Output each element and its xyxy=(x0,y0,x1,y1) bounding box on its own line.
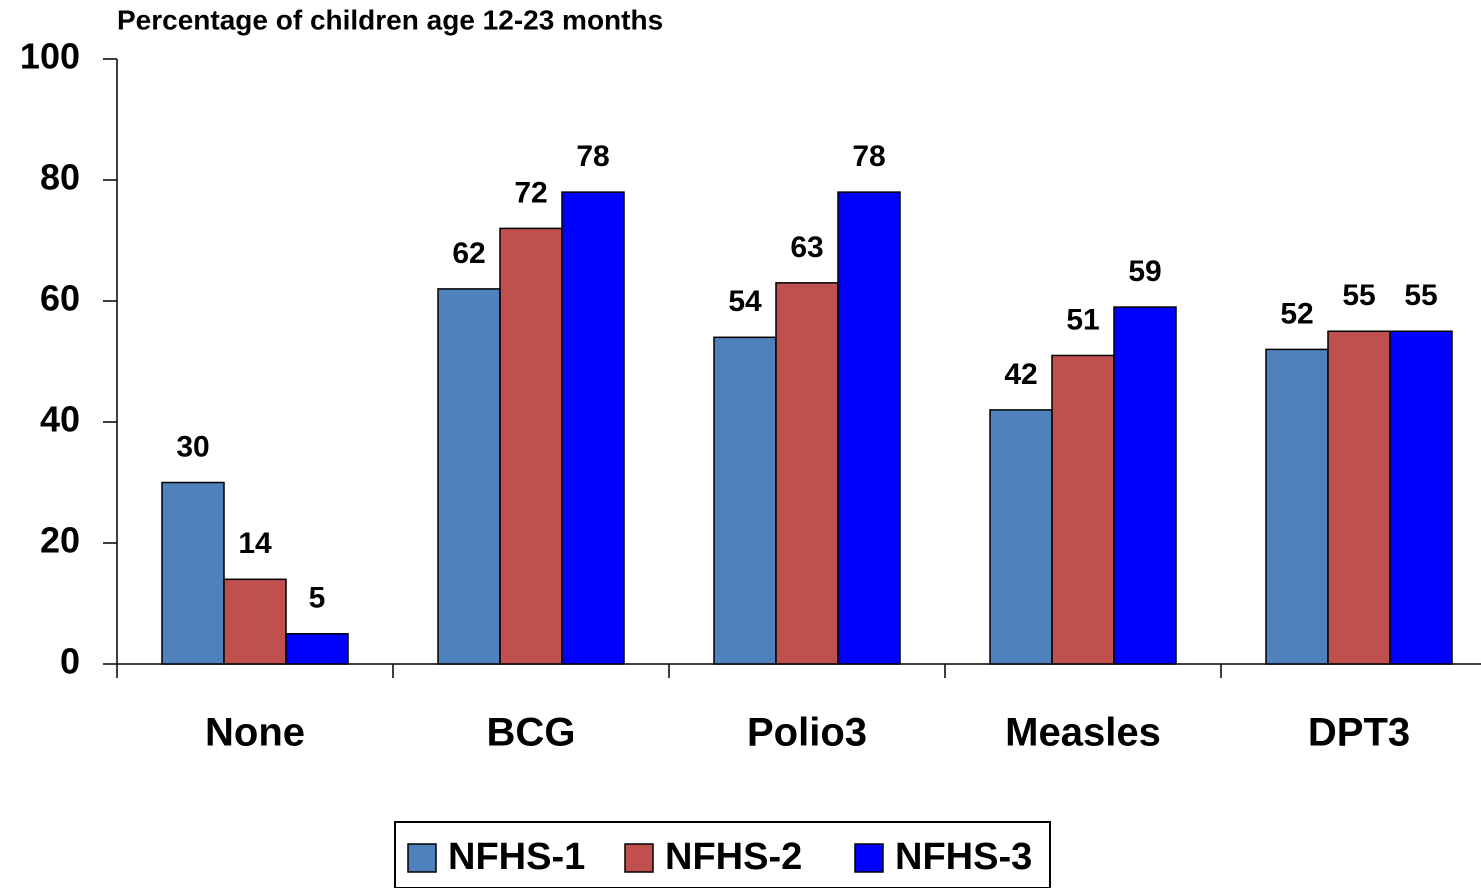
x-tick-label: Measles xyxy=(1005,711,1161,755)
data-label: 55 xyxy=(1342,279,1375,312)
bar xyxy=(1327,330,1391,665)
data-label: 78 xyxy=(852,140,885,173)
bar xyxy=(713,336,777,665)
bar xyxy=(285,633,349,665)
bar xyxy=(837,191,901,665)
y-tick-label: 60 xyxy=(40,278,80,319)
data-label: 54 xyxy=(728,285,762,318)
chart-title: Percentage of children age 12-23 months xyxy=(117,4,663,35)
y-tick-label: 100 xyxy=(20,36,80,77)
legend-label: NFHS-2 xyxy=(665,836,802,878)
bar xyxy=(1051,354,1115,665)
legend-swatch xyxy=(407,843,437,873)
y-tick-label: 0 xyxy=(60,641,80,682)
y-tick-label: 40 xyxy=(40,399,80,440)
data-label: 55 xyxy=(1404,279,1437,312)
bar xyxy=(161,481,225,665)
data-label: 78 xyxy=(576,140,609,173)
bar xyxy=(989,409,1053,665)
x-tick-label: BCG xyxy=(487,711,576,755)
legend-label: NFHS-1 xyxy=(448,836,585,878)
x-tick-label: Polio3 xyxy=(747,711,867,755)
legend-swatch xyxy=(624,843,654,873)
x-tick-label: None xyxy=(205,711,305,755)
y-tick-label: 80 xyxy=(40,157,80,198)
bar xyxy=(499,227,563,665)
bar xyxy=(1113,306,1177,665)
bar xyxy=(775,282,839,665)
data-label: 72 xyxy=(514,176,547,209)
legend-label: NFHS-3 xyxy=(895,836,1032,878)
bar xyxy=(1389,330,1453,665)
bar xyxy=(223,578,287,665)
data-label: 59 xyxy=(1128,255,1161,288)
data-label: 63 xyxy=(790,231,823,264)
data-label: 52 xyxy=(1280,297,1313,330)
bar xyxy=(1265,348,1329,665)
data-label: 30 xyxy=(176,430,209,463)
x-tick-label: DPT3 xyxy=(1308,711,1410,755)
bar xyxy=(561,191,625,665)
y-tick-label: 20 xyxy=(40,520,80,561)
data-label: 5 xyxy=(309,582,326,615)
legend-swatch xyxy=(854,843,884,873)
data-label: 14 xyxy=(238,527,272,560)
data-label: 42 xyxy=(1004,358,1037,391)
data-label: 62 xyxy=(452,237,485,270)
legend-box xyxy=(394,821,1051,888)
bar xyxy=(437,288,501,665)
data-label: 51 xyxy=(1066,303,1099,336)
